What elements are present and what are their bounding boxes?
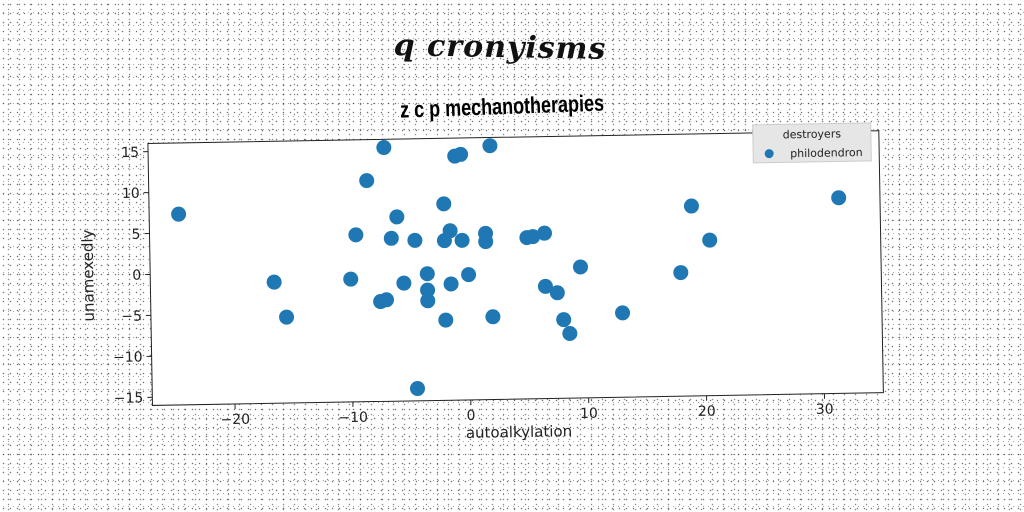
y-tick-label: 5: [131, 227, 140, 243]
data-point: [485, 309, 501, 325]
data-point: [389, 209, 405, 225]
legend-box: [752, 122, 872, 164]
data-point: [537, 278, 553, 294]
legend-title: destroyers: [783, 127, 842, 141]
data-point: [537, 225, 553, 241]
data-point: [453, 146, 469, 162]
legend-marker: [764, 149, 774, 159]
data-point: [443, 276, 459, 292]
data-point: [383, 230, 399, 246]
x-tick-label: 30: [816, 402, 834, 418]
x-tick-label: −20: [220, 412, 250, 429]
y-tick-label: −5: [121, 309, 142, 325]
data-point: [378, 292, 394, 308]
x-tick-label: 10: [580, 406, 598, 422]
data-point: [359, 173, 375, 189]
legend-entry-label: philodendron: [790, 146, 863, 160]
y-tick-label: −15: [114, 390, 144, 407]
x-tick-label: 0: [466, 408, 475, 424]
data-point: [442, 223, 458, 239]
data-point: [478, 234, 494, 250]
y-axis-label: unamexedly: [78, 229, 98, 321]
data-point: [348, 227, 364, 243]
data-point: [266, 274, 282, 290]
y-tick-label: −10: [113, 349, 143, 366]
data-point: [343, 271, 359, 287]
plot-frame: [147, 130, 884, 406]
data-point: [410, 381, 426, 397]
x-axis-label: autoalkylation: [466, 422, 573, 442]
data-point: [436, 196, 452, 212]
data-point: [482, 138, 498, 154]
y-tick-label: 0: [132, 268, 141, 284]
legend: destroyers philodendron: [752, 122, 872, 164]
data-point: [438, 312, 454, 328]
y-tick-label: 10: [122, 186, 140, 202]
data-point: [702, 232, 718, 248]
data-point: [572, 259, 588, 275]
chart-title: z c p mechanotherapies: [400, 91, 605, 124]
data-point: [549, 285, 565, 301]
x-tick-label: 20: [698, 404, 716, 420]
plot-area: −20 −10 0 10 20 30 15 10 5 0 −5 −10 −15 z c p mecha…: [78, 91, 884, 442]
data-point: [396, 275, 412, 291]
data-point: [831, 190, 847, 206]
data-point: [525, 229, 541, 245]
data-point: [461, 267, 477, 283]
data-point: [420, 282, 436, 298]
data-point: [420, 293, 436, 309]
data-point: [562, 325, 578, 341]
data-point: [683, 198, 699, 214]
y-tick-label: 15: [121, 145, 139, 161]
data-point: [419, 266, 435, 282]
x-axis-ticks: −20 −10 0 10 20 30: [220, 393, 834, 429]
y-axis-ticks: 15 10 5 0 −5 −10 −15: [113, 145, 153, 407]
points-layer: [171, 138, 847, 397]
data-point: [279, 309, 295, 325]
data-point: [556, 312, 572, 328]
data-point: [454, 232, 470, 248]
x-tick-label: −10: [338, 410, 368, 427]
data-point: [171, 206, 187, 222]
data-point: [673, 265, 689, 281]
data-point: [407, 232, 423, 248]
data-point: [376, 140, 392, 156]
data-point: [615, 305, 631, 321]
